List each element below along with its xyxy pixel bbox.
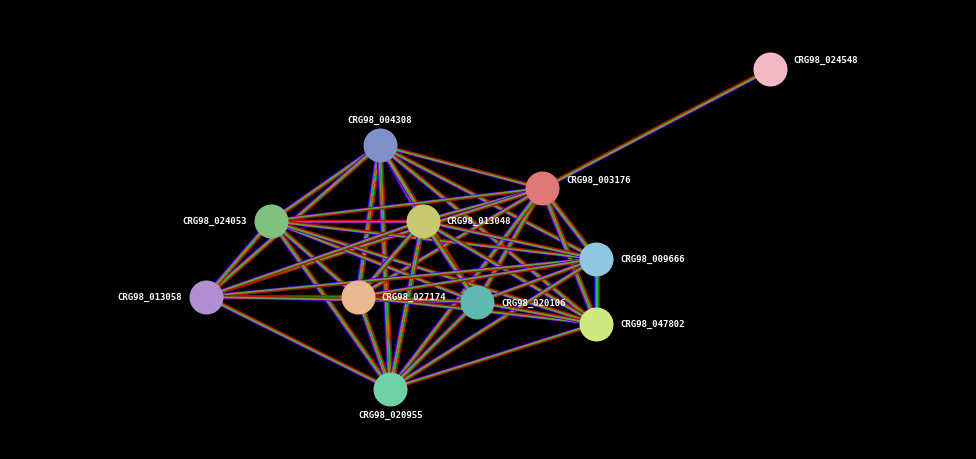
Point [350, 293, 366, 301]
Point [383, 385, 398, 392]
Text: CRG98_009666: CRG98_009666 [621, 255, 685, 264]
Text: CRG98_027174: CRG98_027174 [382, 292, 446, 302]
Text: CRG98_024053: CRG98_024053 [183, 217, 247, 226]
Point [264, 218, 279, 225]
Text: CRG98_047802: CRG98_047802 [621, 319, 685, 329]
Text: CRG98_013048: CRG98_013048 [447, 217, 511, 226]
Point [589, 256, 604, 263]
Text: CRG98_004308: CRG98_004308 [347, 115, 412, 124]
Point [469, 299, 485, 306]
Text: CRG98_013058: CRG98_013058 [118, 292, 183, 302]
Text: CRG98_024548: CRG98_024548 [793, 56, 858, 65]
Point [372, 142, 387, 150]
Point [762, 67, 778, 74]
Point [415, 218, 430, 225]
Text: CRG98_020955: CRG98_020955 [358, 410, 423, 419]
Point [198, 293, 214, 301]
Point [589, 320, 604, 328]
Point [535, 185, 550, 193]
Text: CRG98_020106: CRG98_020106 [501, 298, 565, 307]
Text: CRG98_003176: CRG98_003176 [566, 176, 630, 185]
